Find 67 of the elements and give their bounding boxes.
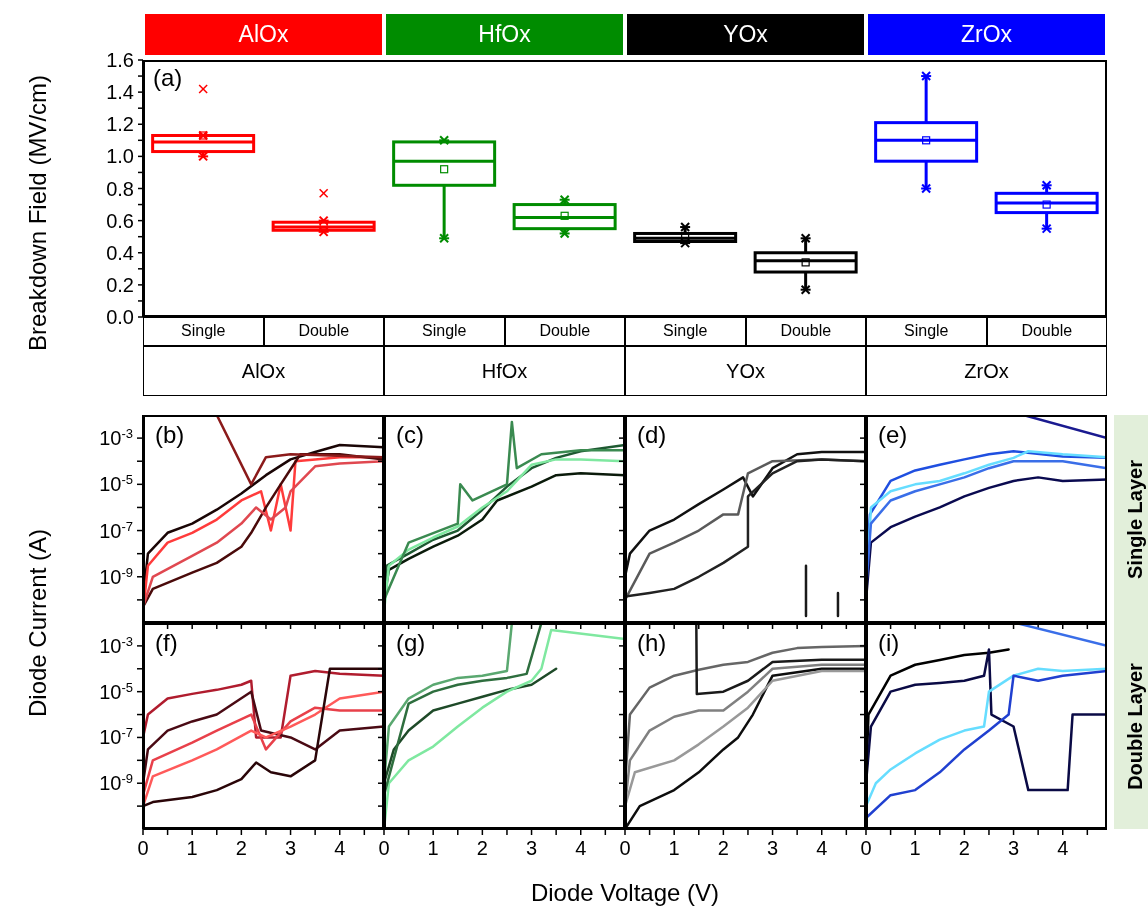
annotation: (d) — [637, 421, 667, 449]
y-tick-label: 10$^{-9}$ — [99, 564, 133, 588]
y-tick-label: 10$^{-9}$ — [99, 770, 133, 795]
text: AlOx — [145, 14, 382, 55]
y-tick-label: 1.6 — [106, 49, 134, 71]
x-tick-label: 1 — [668, 837, 680, 859]
y-tick-label: 0.0 — [106, 306, 134, 328]
x-axis-title: Diode Voltage (V) — [530, 879, 720, 907]
text: Single Layer — [1123, 459, 1147, 579]
y-tick-label: 0.6 — [106, 209, 134, 232]
x-tick-label: 4 — [1057, 837, 1069, 859]
x-tick-label: 2 — [235, 837, 247, 859]
text: Double Layer — [1123, 662, 1147, 790]
x-tick-label: 4 — [816, 837, 828, 859]
y-tick-label: 10$^{-5}$ — [99, 679, 133, 703]
annotation: (g) — [396, 629, 426, 657]
x-tick-label: Single — [181, 322, 226, 340]
text: ZrOx — [964, 359, 1009, 382]
x-tick-label: Single — [422, 322, 467, 340]
y-tick-label: 10$^{-3}$ — [99, 633, 133, 657]
y-axis-title: Breakdown Field (MV/cm) — [24, 74, 52, 352]
y-tick-label: 0.2 — [106, 273, 134, 296]
annotation: (e) — [878, 421, 908, 449]
x-tick-label: 0 — [378, 837, 390, 859]
x-tick-label: 3 — [525, 837, 538, 859]
x-tick-label: Double — [539, 322, 591, 340]
x-tick-label: 3 — [766, 837, 779, 859]
x-tick-label: 0 — [137, 837, 149, 859]
y-tick-label: 1.4 — [106, 81, 134, 104]
annotation: (c) — [396, 421, 424, 449]
y-tick-label: 10$^{-5}$ — [99, 471, 133, 496]
annotation: (f) — [155, 629, 178, 657]
x-tick-label: Double — [1021, 322, 1073, 340]
y-tick-label: 10$^{-7}$ — [99, 518, 133, 542]
x-tick-label: Double — [298, 322, 350, 340]
x-tick-label: 0 — [860, 837, 872, 859]
text: HfOx — [386, 14, 623, 55]
x-tick-label: Double — [780, 322, 832, 340]
y-tick-label: 10$^{-7}$ — [99, 724, 133, 749]
y-axis-title: Diode Current (A) — [24, 528, 52, 718]
text: ZrOx — [868, 14, 1105, 55]
annotation: (b) — [155, 421, 185, 449]
text: YOx — [627, 14, 864, 55]
x-tick-label: 3 — [1007, 837, 1020, 859]
text: AlOx — [241, 359, 286, 382]
x-tick-label: 2 — [717, 837, 729, 859]
x-tick-label: 3 — [284, 837, 297, 859]
x-tick-label: 1 — [186, 837, 198, 859]
x-tick-label: 4 — [575, 837, 587, 859]
x-tick-label: 0 — [619, 837, 631, 859]
x-tick-label: Single — [663, 322, 708, 340]
x-tick-label: 1 — [909, 837, 921, 859]
x-tick-label: Single — [904, 322, 949, 340]
y-tick-label: 0.8 — [106, 177, 134, 200]
x-tick-label: 4 — [334, 837, 346, 859]
y-tick-label: 10$^{-3}$ — [99, 425, 133, 450]
y-tick-label: 1.0 — [106, 145, 134, 168]
annotation: (i) — [878, 629, 900, 657]
y-tick-label: 0.4 — [106, 241, 134, 264]
x-tick-label: 1 — [427, 837, 439, 859]
annotation: (h) — [637, 629, 667, 657]
text: HfOx — [481, 359, 528, 382]
x-tick-label: 2 — [958, 837, 970, 859]
annotation: (a) — [153, 64, 183, 92]
y-tick-label: 1.2 — [106, 113, 134, 136]
x-tick-label: 2 — [476, 837, 488, 859]
text: YOx — [726, 359, 765, 382]
